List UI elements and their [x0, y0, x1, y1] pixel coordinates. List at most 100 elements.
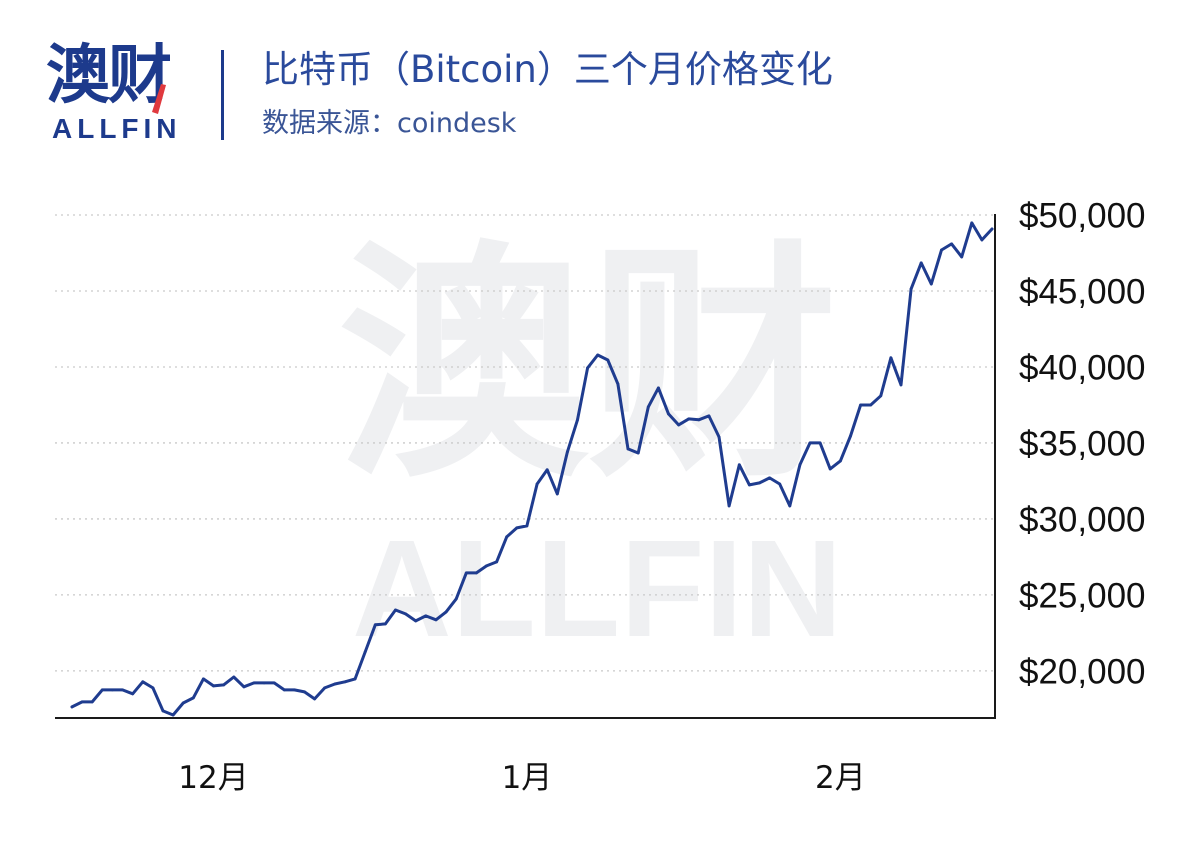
- data-point: [282, 688, 286, 692]
- x-tick-label: 1月: [502, 760, 553, 796]
- data-point: [434, 618, 438, 622]
- data-point: [707, 414, 711, 418]
- data-point: [252, 681, 256, 685]
- data-point: [677, 423, 680, 427]
- data-point: [687, 417, 691, 421]
- y-tick-labels: $50,000 $45,000 $40,000 $35,000 $30,000 $25,0…: [1019, 197, 1146, 692]
- data-point: [191, 696, 195, 700]
- data-point: [626, 447, 630, 451]
- data-point: [313, 697, 316, 701]
- data-point: [737, 463, 741, 467]
- data-point: [464, 571, 468, 575]
- data-point: [495, 560, 498, 564]
- data-point: [90, 700, 94, 704]
- data-point: [353, 677, 357, 681]
- data-point: [727, 504, 731, 508]
- data-point: [404, 612, 407, 616]
- data-point: [242, 685, 246, 689]
- y-tick-label: $25,000: [1019, 576, 1146, 615]
- data-point: [161, 709, 165, 713]
- data-point: [808, 441, 812, 445]
- data-point: [586, 366, 589, 370]
- data-point: [636, 451, 640, 455]
- data-point: [171, 713, 175, 717]
- data-point: [70, 705, 74, 709]
- page-title: 比特币（Bitcoin）三个月价格变化: [262, 48, 833, 91]
- data-point: [839, 459, 842, 463]
- data-point: [485, 564, 488, 568]
- watermark-en: ALLFIN: [352, 512, 843, 666]
- data-point: [788, 504, 792, 508]
- data-point: [222, 683, 226, 687]
- data-point: [555, 492, 559, 496]
- data-point: [929, 282, 933, 286]
- data-point: [262, 681, 266, 685]
- data-point: [869, 403, 873, 407]
- data-point: [414, 619, 418, 623]
- data-point: [606, 358, 610, 362]
- data-point: [373, 623, 377, 627]
- data-point: [717, 435, 721, 439]
- y-tick-label: $30,000: [1019, 500, 1146, 539]
- data-point: [768, 476, 771, 480]
- data-point: [859, 403, 862, 407]
- data-point: [889, 356, 893, 360]
- data-point: [293, 688, 296, 692]
- data-point: [596, 353, 600, 357]
- data-point: [758, 481, 761, 485]
- data-point: [545, 468, 549, 472]
- data-point: [990, 227, 994, 231]
- data-point: [899, 383, 903, 387]
- y-tick-label: $45,000: [1019, 272, 1146, 311]
- header-divider: [221, 50, 224, 140]
- data-point: [232, 675, 236, 679]
- data-point: [505, 535, 509, 539]
- data-points: [70, 221, 994, 717]
- data-point: [828, 467, 832, 471]
- data-point: [909, 287, 913, 291]
- data-point: [111, 688, 114, 692]
- y-tick-label: $40,000: [1019, 348, 1146, 387]
- data-point: [333, 682, 337, 686]
- logo-wordmark-cn: 澳财: [46, 39, 172, 113]
- y-tick-label: $35,000: [1019, 424, 1146, 463]
- data-point: [849, 434, 852, 438]
- data-point: [818, 441, 822, 445]
- y-tick-label: $50,000: [1019, 197, 1146, 236]
- data-point: [384, 622, 387, 626]
- data-point: [535, 482, 539, 486]
- data-point: [566, 450, 569, 454]
- logo-accent-mark: [152, 84, 166, 114]
- data-point: [272, 681, 276, 685]
- data-point: [202, 677, 205, 681]
- series-line: [70, 221, 994, 717]
- data-point: [970, 221, 974, 225]
- logo-wordmark-en: ALLFIN: [52, 113, 182, 144]
- data-point: [667, 412, 670, 416]
- data-point: [879, 394, 883, 398]
- data-point: [576, 418, 579, 422]
- data-point: [646, 405, 650, 409]
- data-point: [80, 700, 84, 704]
- data-point: [444, 610, 448, 614]
- x-tick-label: 12月: [178, 760, 248, 796]
- x-tick-labels: 12月 1月 2月: [178, 760, 865, 796]
- data-point: [303, 690, 306, 694]
- data-point: [960, 255, 964, 259]
- data-point: [141, 680, 145, 684]
- data-point: [394, 608, 397, 612]
- data-point: [121, 688, 124, 692]
- data-point: [778, 482, 782, 486]
- data-point: [748, 483, 751, 487]
- data-point: [950, 242, 953, 246]
- data-point: [181, 701, 185, 705]
- data-point: [980, 238, 984, 242]
- data-point: [424, 614, 428, 618]
- data-point: [657, 386, 660, 390]
- data-point: [697, 418, 701, 422]
- data-point: [919, 261, 923, 265]
- data-point: [515, 526, 519, 530]
- data-point: [323, 686, 327, 690]
